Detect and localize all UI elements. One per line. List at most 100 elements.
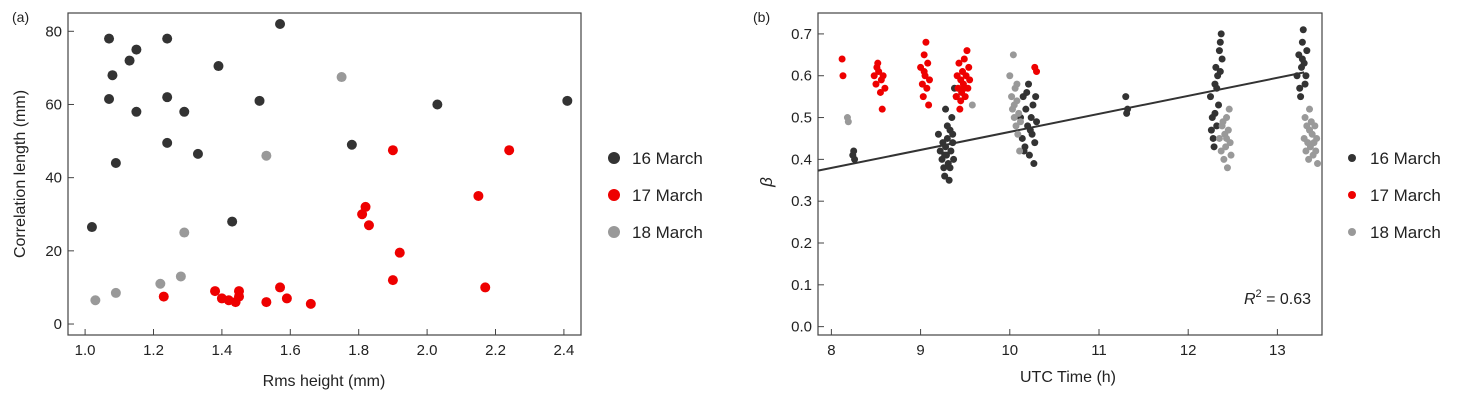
data-point-17-march	[281, 293, 292, 304]
legend-label-17-march: 17 March	[1370, 186, 1441, 205]
data-point-18-march	[1016, 118, 1024, 126]
data-point-17-march	[952, 93, 960, 101]
data-point-16-march	[1031, 139, 1039, 147]
legend-label-17-march: 17 March	[632, 186, 703, 205]
legend-marker-16-march	[1348, 154, 1356, 162]
data-point-17-march	[387, 145, 398, 156]
data-point-16-march	[1298, 55, 1306, 63]
legend-marker-17-march	[1348, 191, 1356, 199]
data-point-17-march	[881, 84, 889, 92]
data-point-17-march	[966, 76, 974, 84]
data-point-16-march	[1022, 105, 1030, 113]
data-point-17-march	[839, 72, 847, 80]
panel-b-points	[838, 26, 1322, 184]
data-point-16-march	[86, 222, 97, 233]
data-point-18-march	[1311, 122, 1319, 130]
x-tick-label: 13	[1269, 342, 1286, 359]
panel-b-label: (b)	[753, 9, 770, 25]
data-point-16-march	[1122, 93, 1130, 101]
data-point-16-march	[1212, 63, 1220, 71]
x-tick-label: 10	[1001, 342, 1018, 359]
data-point-17-march	[957, 97, 965, 105]
data-point-16-march	[1303, 47, 1311, 55]
data-point-16-march	[1206, 93, 1214, 101]
legend-label-18-march: 18 March	[1370, 223, 1441, 242]
data-point-17-march	[158, 291, 169, 302]
data-point-17-march	[878, 105, 886, 113]
data-point-18-march	[175, 271, 186, 282]
data-point-16-march	[1299, 26, 1307, 34]
data-point-16-march	[943, 134, 951, 142]
data-point-16-march	[936, 147, 944, 155]
data-point-17-march	[234, 286, 244, 297]
data-point-18-march	[1312, 147, 1320, 155]
data-point-16-march	[1030, 160, 1038, 168]
legend-label-18-march: 18 March	[632, 223, 703, 242]
panel-b-r-squared-annotation: R2 = 0.63	[1244, 288, 1311, 308]
data-point-16-march	[1217, 30, 1225, 38]
data-point-16-march	[275, 18, 286, 29]
data-point-17-march	[961, 93, 969, 101]
data-point-16-march	[107, 70, 118, 81]
data-point-17-march	[960, 55, 968, 63]
data-point-18-march	[1305, 155, 1313, 163]
y-tick-label: 0.3	[791, 193, 812, 210]
data-point-17-march	[923, 84, 931, 92]
data-point-16-march	[213, 61, 224, 72]
data-point-18-march	[1302, 147, 1310, 155]
data-point-17-march	[922, 38, 930, 46]
data-point-16-march	[940, 164, 948, 172]
data-point-18-march	[1006, 72, 1014, 80]
panel-b-x-axis-label: UTC Time (h)	[1020, 369, 1116, 386]
data-point-16-march	[934, 130, 942, 138]
data-point-16-march	[1297, 93, 1305, 101]
x-tick-label: 1.4	[211, 342, 232, 359]
data-point-16-march	[254, 95, 265, 106]
data-point-16-march	[1027, 114, 1035, 122]
data-point-16-march	[950, 155, 958, 163]
data-point-16-march	[948, 114, 956, 122]
data-point-16-march	[947, 147, 955, 155]
data-point-18-march	[1008, 93, 1016, 101]
data-point-16-march	[1209, 134, 1217, 142]
data-point-18-march	[1222, 143, 1230, 151]
data-point-17-march	[960, 84, 968, 92]
data-point-16-march	[1216, 38, 1224, 46]
data-point-17-march	[926, 76, 934, 84]
panel-a-points	[86, 18, 573, 309]
data-point-16-march	[1018, 134, 1026, 142]
data-point-17-march	[876, 88, 884, 96]
data-point-17-march	[919, 93, 927, 101]
r-squared-exponent: 2	[1256, 288, 1262, 300]
data-point-16-march	[1216, 68, 1224, 76]
data-point-16-march	[941, 151, 949, 159]
data-point-16-march	[1033, 118, 1041, 126]
data-point-16-march	[1210, 143, 1218, 151]
data-point-16-march	[1213, 122, 1221, 130]
y-tick-label: 0.4	[791, 151, 812, 168]
data-point-18-march	[1224, 126, 1232, 134]
r-squared-base: R	[1244, 291, 1256, 308]
data-point-18-march	[1225, 105, 1233, 113]
data-point-17-march	[305, 298, 316, 309]
y-tick-label: 0.0	[791, 319, 812, 336]
data-point-18-march	[261, 150, 272, 161]
data-point-16-march	[162, 92, 173, 103]
data-point-18-march	[1301, 114, 1309, 122]
panel-b-y-ticks: 0.0 0.1 0.2 0.3 0.4 0.5 0.6 0.7	[791, 26, 824, 336]
data-point-17-march	[261, 297, 272, 308]
data-point-18-march	[1217, 147, 1225, 155]
y-tick-label: 0	[54, 316, 62, 333]
data-point-16-march	[941, 172, 949, 180]
data-point-16-march	[131, 106, 142, 117]
data-point-18-march	[1014, 130, 1022, 138]
x-tick-label: 1.8	[348, 342, 369, 359]
data-point-18-march	[90, 295, 101, 306]
data-point-18-march	[179, 227, 190, 238]
x-tick-label: 1.0	[75, 342, 96, 359]
panel-a-y-axis-label: Correlation length (mm)	[12, 90, 29, 258]
y-tick-label: 40	[45, 170, 62, 187]
y-tick-label: 0.6	[791, 68, 812, 85]
y-tick-label: 0.1	[791, 277, 812, 294]
